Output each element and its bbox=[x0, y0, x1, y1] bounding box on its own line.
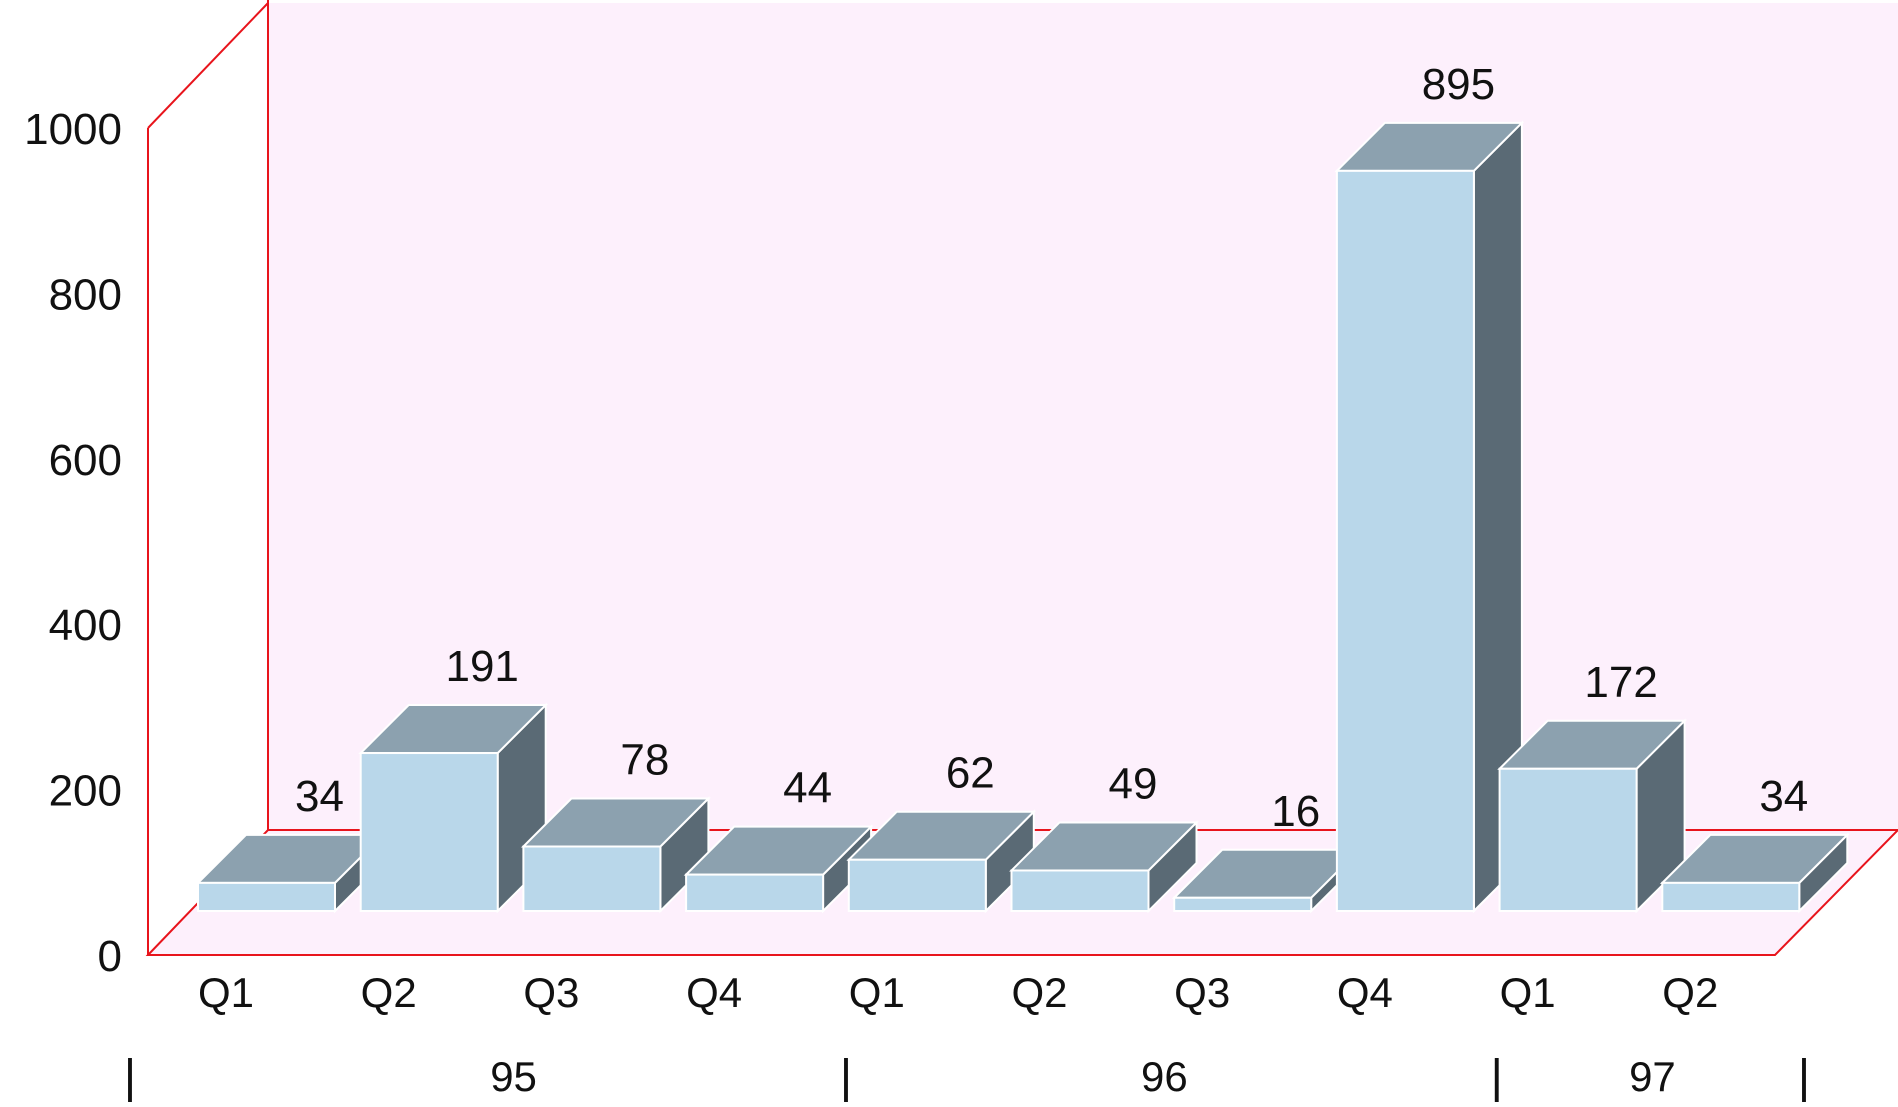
bar bbox=[846, 809, 1037, 914]
data-label: 191 bbox=[445, 642, 518, 691]
data-label: 34 bbox=[295, 772, 344, 821]
bar-front bbox=[1010, 869, 1150, 912]
bar-front bbox=[197, 881, 336, 913]
y-tick-label: 0 bbox=[98, 932, 122, 981]
bar bbox=[1334, 120, 1525, 914]
x-tick-label: Q1 bbox=[849, 969, 905, 1016]
y-tick-label: 1000 bbox=[24, 105, 122, 154]
bar-front bbox=[359, 752, 499, 913]
bar bbox=[683, 824, 874, 914]
y-tick-label: 600 bbox=[49, 436, 122, 485]
group-label: 95 bbox=[490, 1053, 537, 1100]
x-tick-label: Q2 bbox=[361, 969, 417, 1016]
bar bbox=[1009, 820, 1199, 914]
x-tick-label: Q3 bbox=[1174, 969, 1230, 1016]
x-tick-label: Q2 bbox=[1011, 969, 1067, 1016]
group-labels: 95 96 97 | | | | bbox=[124, 1051, 1810, 1104]
bar bbox=[358, 702, 549, 914]
bars bbox=[195, 120, 1850, 914]
bar bbox=[520, 796, 711, 914]
bar-front bbox=[1173, 896, 1313, 913]
group-separator: | bbox=[840, 1051, 852, 1102]
y-tick-label: 200 bbox=[49, 767, 122, 816]
y-tick-label: 800 bbox=[49, 270, 122, 319]
data-label: 172 bbox=[1584, 658, 1657, 707]
x-tick-label: Q4 bbox=[686, 969, 742, 1016]
bar-front bbox=[1661, 881, 1801, 913]
bar-front bbox=[847, 858, 987, 913]
group-separator: | bbox=[1798, 1051, 1810, 1102]
bar-front bbox=[685, 873, 825, 912]
data-label: 49 bbox=[1109, 759, 1158, 808]
y-tick-label: 400 bbox=[49, 601, 122, 650]
data-label: 34 bbox=[1759, 772, 1808, 821]
wall-top-diagonal bbox=[147, 2, 269, 129]
x-tick-label: Q1 bbox=[198, 969, 254, 1016]
group-separator: | bbox=[1491, 1051, 1503, 1102]
y-axis-ticks: 0 200 400 600 800 1000 bbox=[24, 105, 122, 981]
group-label: 96 bbox=[1141, 1053, 1188, 1100]
group-label: 97 bbox=[1629, 1053, 1676, 1100]
data-labels: 34 191 78 44 62 49 16 895 172 34 bbox=[295, 60, 1808, 836]
data-label: 895 bbox=[1422, 60, 1495, 109]
data-label: 44 bbox=[783, 764, 832, 813]
bar-front bbox=[522, 845, 662, 913]
bar-front bbox=[1498, 767, 1638, 912]
axes bbox=[147, 0, 269, 955]
bar bbox=[1659, 832, 1850, 914]
x-tick-label: Q4 bbox=[1337, 969, 1393, 1016]
bar bbox=[1497, 718, 1688, 914]
group-separator: | bbox=[124, 1051, 136, 1102]
data-label: 16 bbox=[1271, 787, 1320, 836]
x-tick-label: Q1 bbox=[1500, 969, 1556, 1016]
x-tick-label: Q2 bbox=[1662, 969, 1718, 1016]
bar-front bbox=[1335, 169, 1475, 912]
x-tick-label: Q3 bbox=[523, 969, 579, 1016]
data-label: 78 bbox=[620, 735, 669, 784]
data-label: 62 bbox=[946, 749, 995, 798]
x-axis-ticks: Q1 Q2 Q3 Q4 Q1 Q2 Q3 Q4 Q1 Q2 bbox=[198, 969, 1718, 1016]
